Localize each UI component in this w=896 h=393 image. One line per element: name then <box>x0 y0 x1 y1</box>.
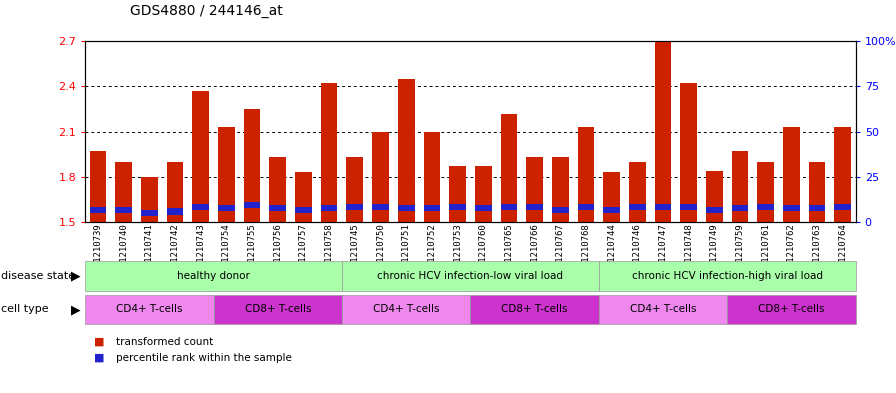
Bar <box>603 172 620 222</box>
Bar <box>424 206 440 211</box>
Bar <box>578 127 594 222</box>
Text: CD8+ T-cells: CD8+ T-cells <box>502 305 568 314</box>
Text: chronic HCV infection-low viral load: chronic HCV infection-low viral load <box>377 271 564 281</box>
Text: ■: ■ <box>94 353 105 363</box>
Text: transformed count: transformed count <box>116 337 214 347</box>
Bar <box>475 166 492 222</box>
Bar <box>655 204 671 210</box>
Text: CD4+ T-cells: CD4+ T-cells <box>373 305 439 314</box>
Bar <box>834 127 851 222</box>
Bar <box>629 162 646 222</box>
Bar <box>449 166 466 222</box>
Bar <box>372 204 389 210</box>
Text: GDS4880 / 244146_at: GDS4880 / 244146_at <box>130 4 282 18</box>
Text: CD4+ T-cells: CD4+ T-cells <box>116 305 183 314</box>
Text: CD4+ T-cells: CD4+ T-cells <box>630 305 696 314</box>
Bar <box>552 207 569 213</box>
Bar <box>270 157 286 222</box>
Bar <box>90 207 107 213</box>
Bar <box>680 83 697 222</box>
Bar <box>809 206 825 211</box>
Bar <box>372 132 389 222</box>
Bar <box>193 91 209 222</box>
Bar <box>347 157 363 222</box>
Bar <box>706 171 723 222</box>
Bar <box>270 206 286 211</box>
Bar <box>167 162 184 222</box>
Bar <box>629 204 646 210</box>
Bar <box>501 114 517 222</box>
Bar <box>424 132 440 222</box>
Bar <box>321 206 338 211</box>
Bar <box>295 172 312 222</box>
Bar <box>501 204 517 210</box>
Text: CD8+ T-cells: CD8+ T-cells <box>245 305 311 314</box>
Bar <box>732 206 748 211</box>
Bar <box>783 206 800 211</box>
Text: percentile rank within the sample: percentile rank within the sample <box>116 353 292 363</box>
Text: disease state: disease state <box>1 271 75 281</box>
Bar <box>295 207 312 213</box>
Text: ▶: ▶ <box>71 270 81 283</box>
Bar <box>757 204 774 210</box>
Bar <box>167 208 184 215</box>
Bar <box>321 83 338 222</box>
Bar <box>552 157 569 222</box>
Text: healthy donor: healthy donor <box>177 271 250 281</box>
Bar <box>783 127 800 222</box>
Bar <box>218 206 235 211</box>
Bar <box>193 204 209 210</box>
Text: ■: ■ <box>94 337 105 347</box>
Bar <box>578 204 594 210</box>
Bar <box>655 41 671 222</box>
Bar <box>834 204 851 210</box>
Bar <box>398 206 415 211</box>
Bar <box>809 162 825 222</box>
Bar <box>244 109 261 222</box>
Bar <box>526 157 543 222</box>
Text: chronic HCV infection-high viral load: chronic HCV infection-high viral load <box>632 271 823 281</box>
Bar <box>475 206 492 211</box>
Bar <box>90 151 107 222</box>
Bar <box>603 207 620 213</box>
Bar <box>116 207 132 213</box>
Bar <box>449 204 466 210</box>
Bar <box>680 204 697 210</box>
Bar <box>526 204 543 210</box>
Bar <box>706 207 723 213</box>
Bar <box>732 151 748 222</box>
Bar <box>141 210 158 216</box>
Bar <box>347 204 363 210</box>
Text: CD8+ T-cells: CD8+ T-cells <box>758 305 824 314</box>
Bar <box>398 79 415 222</box>
Bar <box>757 162 774 222</box>
Text: cell type: cell type <box>1 305 48 314</box>
Bar <box>218 127 235 222</box>
Text: ▶: ▶ <box>71 303 81 316</box>
Bar <box>244 202 261 208</box>
Bar <box>116 162 132 222</box>
Bar <box>141 177 158 222</box>
